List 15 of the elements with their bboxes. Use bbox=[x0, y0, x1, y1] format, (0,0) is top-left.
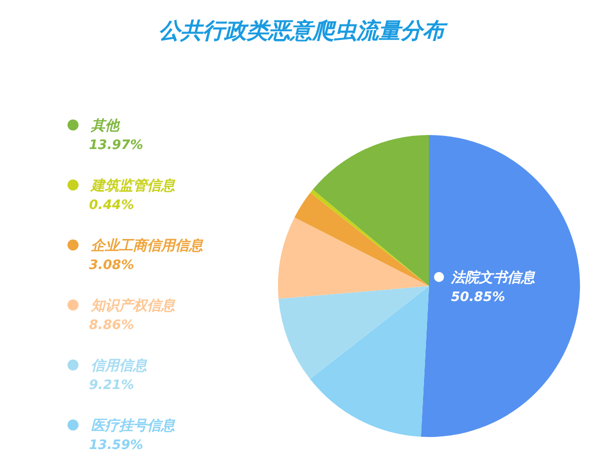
data-label: 13.97% bbox=[89, 138, 144, 153]
legend-label: 建筑监管信息 bbox=[89, 178, 176, 194]
chart-title: 公共行政类恶意爬虫流量分布 bbox=[158, 18, 448, 44]
data-label: 50.85% bbox=[451, 290, 506, 305]
legend-label: 其他 bbox=[90, 118, 121, 134]
data-label: 0.44% bbox=[89, 198, 134, 213]
data-label: 8.86% bbox=[89, 318, 134, 333]
slice-label: 法院文书信息 bbox=[450, 269, 536, 286]
legend-label: 知识产权信息 bbox=[90, 297, 176, 314]
legend-label: 医疗挂号信息 bbox=[91, 417, 176, 434]
data-label: 3.08% bbox=[89, 258, 134, 273]
data-label: 13.59% bbox=[89, 438, 144, 453]
legend-label: 企业工商信用信息 bbox=[91, 237, 204, 254]
legend-label: 信用信息 bbox=[91, 358, 148, 374]
data-label: 9.21% bbox=[89, 378, 134, 393]
